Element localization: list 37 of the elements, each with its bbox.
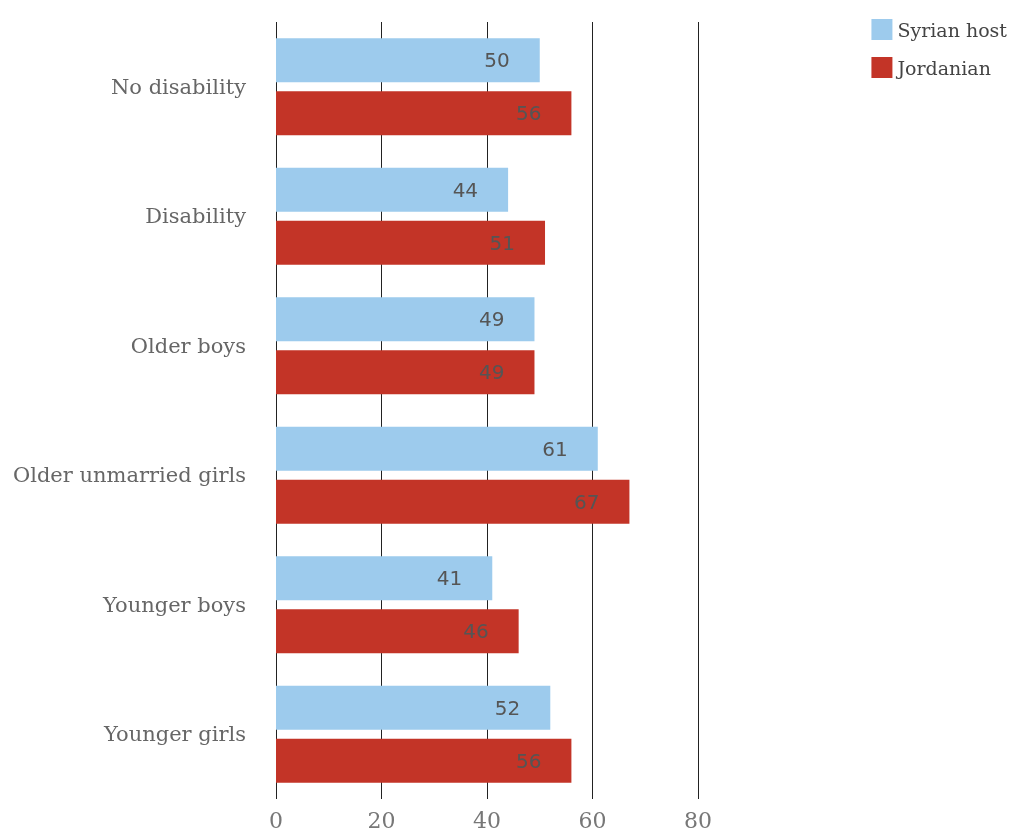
x-tick-label: 20 [367,807,396,831]
data-label: 46 [463,619,489,644]
bar [276,38,540,83]
data-label: 44 [452,177,479,202]
legend-label: Syrian host [897,18,1008,41]
bar [276,167,509,212]
y-tick-label: Younger boys [101,592,246,617]
y-tick-label: Disability [145,204,247,229]
data-label: 51 [489,230,516,255]
y-tick-label: Younger girls [102,722,246,747]
data-label: 67 [573,489,600,514]
data-label: 52 [494,695,521,720]
x-tick-label: 0 [269,807,283,831]
legend-label: Jordanian [895,56,991,79]
x-tick-label: 40 [473,807,501,831]
y-tick-label: No disability [110,74,247,99]
y-tick-label: Older unmarried girls [12,463,246,488]
bar [276,556,493,601]
bar [276,91,572,136]
bar [276,609,519,654]
bar [276,350,535,395]
data-label: 49 [479,307,505,332]
y-tick-label: Older boys [130,333,246,358]
x-tick-label: 60 [578,807,607,831]
data-label: 41 [436,566,463,591]
data-label: 56 [515,748,542,773]
data-label: 49 [479,360,505,385]
data-label: 50 [484,48,510,73]
bar [276,685,551,730]
bar [276,297,535,342]
data-label: 56 [515,101,542,126]
data-label: 61 [542,436,568,461]
x-tick-label: 80 [684,807,712,831]
bar [276,426,598,471]
bar [276,738,572,783]
bar [276,479,630,524]
bar [276,220,546,265]
